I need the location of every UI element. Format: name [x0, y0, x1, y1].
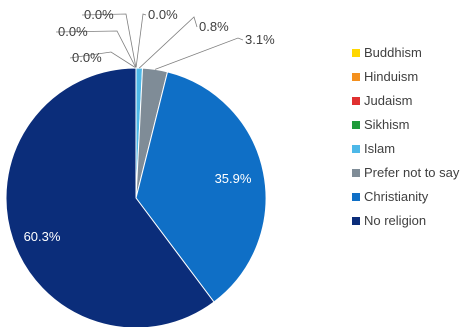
leader-line-judaism — [69, 51, 137, 69]
legend-label: Islam — [364, 141, 396, 156]
leader-line-buddhism — [81, 13, 137, 69]
legend-label: Judaism — [364, 93, 413, 108]
leader-line-hinduism — [55, 30, 137, 69]
legend-label: No religion — [364, 213, 427, 228]
data-label-sikhism: 0.0% — [148, 7, 178, 22]
legend-label: Sikhism — [364, 117, 410, 132]
legend-swatch — [352, 73, 360, 81]
pie-slice-no-religion — [5, 67, 215, 327]
legend-swatch — [352, 49, 360, 57]
data-label-no-religion: 60.3% — [24, 229, 61, 244]
legend-swatch — [352, 217, 360, 225]
data-label-hinduism: 0.0% — [58, 24, 88, 39]
legend-swatch — [352, 169, 360, 177]
leader-line-islam — [138, 16, 198, 69]
data-label-buddhism: 0.0% — [84, 7, 114, 22]
legend-swatch — [352, 121, 360, 129]
data-label-prefer-not-to-say: 3.1% — [245, 32, 275, 47]
legend-swatch — [352, 193, 360, 201]
legend-label: Prefer not to say — [364, 165, 460, 180]
legend-label: Hinduism — [364, 69, 419, 84]
leader-line-prefer-not-to-say — [154, 37, 244, 70]
data-label-christianity: 35.9% — [215, 171, 252, 186]
legend-swatch — [352, 145, 360, 153]
pie-slice-christianity — [135, 71, 267, 303]
leader-line-sikhism — [135, 13, 147, 69]
data-label-islam: 0.8% — [199, 19, 229, 34]
legend-label: Christianity — [364, 189, 429, 204]
legend-label: Buddhism — [364, 45, 422, 60]
data-label-judaism: 0.0% — [72, 50, 102, 65]
legend-swatch — [352, 97, 360, 105]
